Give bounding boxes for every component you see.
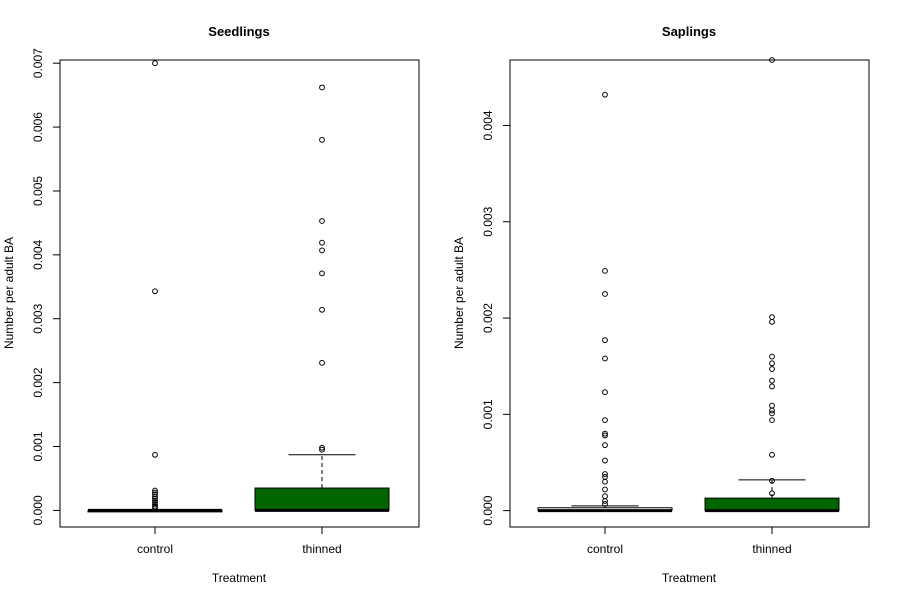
outlier-point [602,291,608,297]
y-axis-label: Number per adult BA [2,237,16,349]
y-axis-label: Number per adult BA [452,237,466,349]
box-thinned [704,57,840,513]
box-control [87,60,223,513]
outlier-point [602,389,608,396]
box-body [254,487,390,511]
outlier-point [152,501,158,508]
x-axis-label: Treatment [662,571,717,585]
outlier-point [152,60,158,67]
x-tick-label: control [137,542,173,556]
outlier-point [152,487,158,494]
box-thinned [254,84,390,512]
seedlings-panel: Seedlings Treatment Number per adult BA … [2,24,420,585]
outlier-point [602,457,608,464]
outlier-point [769,360,775,367]
outlier-point [319,359,325,366]
outlier-point [769,410,775,417]
outlier-point [769,451,775,458]
outlier-point [319,247,325,254]
outlier-point [602,91,608,98]
outlier-point [602,442,608,449]
x-axis-label: Treatment [212,571,267,585]
box-control [537,91,673,513]
y-tick-label: 0.004 [481,110,495,140]
outlier-point [319,218,325,224]
outlier-point [602,500,608,507]
outlier-point [602,471,608,477]
outlier-point [602,417,608,424]
outlier-point [769,57,775,63]
y-tick-label: 0.007 [31,48,45,78]
y-tick-label: 0.005 [31,176,45,206]
outlier-point [319,136,325,143]
box-body [704,497,840,512]
outlier-point [152,497,158,504]
outlier-point [602,432,608,439]
chart-title: Seedlings [208,24,269,39]
outlier-point [152,451,158,458]
x-tick-label: control [587,542,623,556]
outlier-point [769,417,775,424]
y-tick-label: 0.002 [31,367,45,397]
y-tick-label: 0.006 [31,112,45,142]
y-tick-label: 0.003 [481,206,495,236]
outlier-point [319,239,325,246]
outlier-point [769,402,775,409]
saplings-panel: Saplings Treatment Number per adult BA 0… [452,24,870,585]
outlier-point [152,504,158,511]
x-tick-label: thinned [302,542,341,556]
outlier-point [319,446,325,453]
outlier-point [602,498,608,504]
outlier-point [769,314,775,320]
outlier-point [769,353,775,360]
outlier-point [602,337,608,344]
outlier-point [769,477,775,484]
y-tick-label: 0.004 [31,240,45,270]
y-tick-label: 0.003 [31,303,45,333]
y-tick-label: 0.001 [31,431,45,461]
outlier-point [319,306,325,313]
outlier-point [769,366,775,372]
outlier-point [769,319,775,325]
outlier-point [769,383,775,390]
y-tick-label: 0.001 [481,399,495,429]
y-tick-label: 0.000 [481,495,495,525]
outlier-point [602,493,608,500]
outlier-point [319,270,325,277]
outlier-point [769,377,775,384]
outlier-point [602,478,608,485]
plot-frame [59,59,420,528]
plot-frame [509,59,870,528]
outlier-point [152,494,158,500]
outlier-point [319,444,325,451]
chart-title: Saplings [662,24,716,39]
outlier-point [602,267,608,274]
outlier-point [602,430,608,437]
outlier-point [152,288,158,295]
y-tick-label: 0.000 [31,495,45,525]
outlier-point [602,486,608,493]
outlier-point [319,84,325,91]
outlier-point [602,355,608,362]
y-tick-label: 0.002 [481,303,495,333]
outlier-point [769,407,775,414]
outlier-point [152,495,158,502]
outlier-point [769,490,775,497]
x-tick-label: thinned [752,542,791,556]
